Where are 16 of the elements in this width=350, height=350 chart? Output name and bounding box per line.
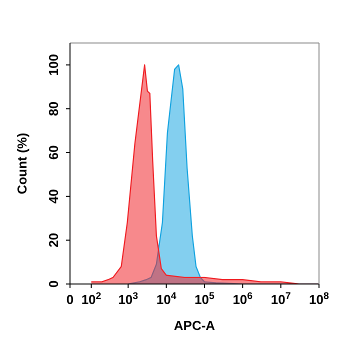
x-tick-label: 10$^{3}$ <box>118 290 139 307</box>
y-tick-label: 40 <box>46 189 61 204</box>
x-tick-label: 0 <box>66 292 74 307</box>
x-tick-label: 10$^{2}$ <box>81 290 102 307</box>
y-tick-label: 0 <box>46 280 61 288</box>
x-tick-label: 10$^{4}$ <box>156 290 177 307</box>
x-tick-label: 10$^{6}$ <box>232 290 254 307</box>
y-tick-label: 100 <box>46 54 61 76</box>
x-axis-title: APC-A <box>174 318 216 333</box>
x-tick-label: 10$^{5}$ <box>194 290 215 307</box>
x-tick-label: 10$^{7}$ <box>270 290 291 307</box>
y-axis-title: Count (%) <box>14 132 30 194</box>
x-tick-label: 10$^{8}$ <box>309 290 330 307</box>
y-tick-label: 20 <box>46 232 61 248</box>
y-tick-label: 60 <box>46 145 61 160</box>
y-tick-label: 80 <box>46 101 61 116</box>
